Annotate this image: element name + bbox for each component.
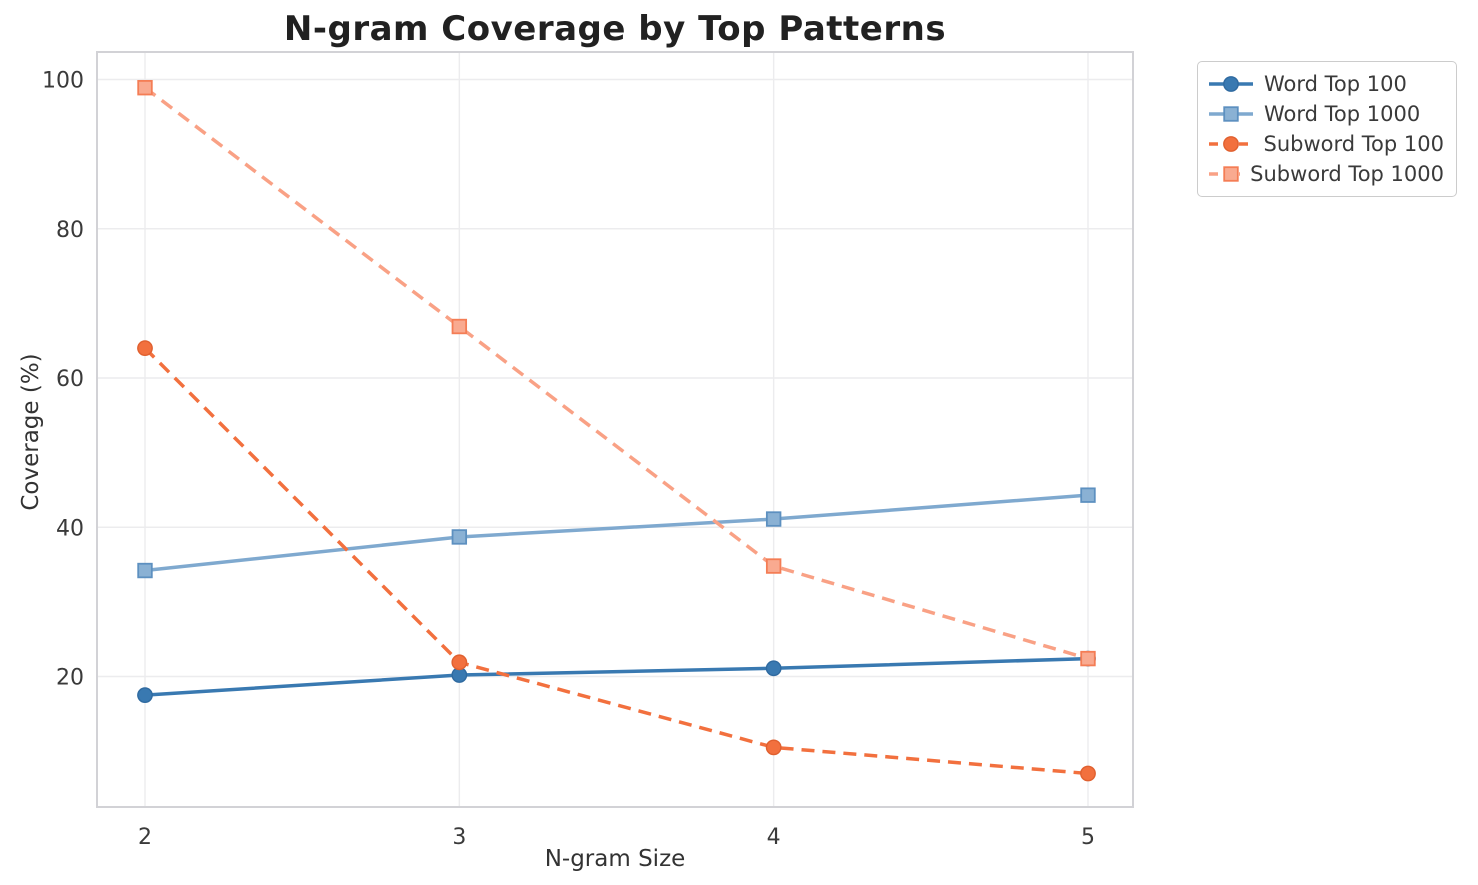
- legend-glyph-circle-icon: [1209, 76, 1253, 92]
- legend-glyph-circle-icon: [1209, 136, 1253, 152]
- legend-marker: [1223, 136, 1239, 152]
- y-tick-label: 100: [42, 69, 84, 94]
- series-line-subword-top-100: [143, 346, 1089, 776]
- x-tick-label: 2: [138, 825, 152, 850]
- legend-marker: [1223, 76, 1239, 92]
- series-marker-subword-top-100: [451, 654, 468, 671]
- x-tick-label: 5: [1081, 825, 1095, 850]
- legend-item-subword-top-1000: Subword Top 1000: [1208, 161, 1444, 187]
- x-axis-title: N-gram Size: [544, 846, 686, 872]
- series-marker-word-top-1000: [1080, 487, 1096, 503]
- series-marker-word-top-1000: [451, 529, 468, 545]
- series-marker-word-top-100: [137, 687, 153, 704]
- chart-title: N-gram Coverage by Top Patterns: [283, 9, 947, 49]
- legend-label: Subword Top 1000: [1250, 162, 1444, 186]
- series-marker-subword-top-100: [765, 739, 782, 756]
- y-tick-label: 40: [56, 516, 84, 541]
- y-tick-label: 60: [56, 367, 84, 392]
- series-line-word-top-1000: [144, 493, 1089, 573]
- series-marker-subword-top-100: [1080, 765, 1096, 782]
- series-marker-subword-top-1000: [765, 558, 782, 574]
- legend-marker: [1223, 106, 1239, 122]
- series-line-subword-top-1000: [143, 86, 1089, 661]
- series-marker-word-top-1000: [137, 562, 153, 579]
- series-marker-subword-top-1000: [137, 80, 153, 96]
- legend-label: Subword Top 100: [1263, 132, 1444, 156]
- series-marker-subword-top-100: [137, 340, 153, 357]
- legend-item-subword-top-100: Subword Top 100: [1208, 131, 1444, 157]
- x-tick-label: 3: [452, 825, 466, 850]
- legend-glyph-square-icon: [1209, 166, 1241, 182]
- series-marker-subword-top-1000: [451, 318, 468, 335]
- legend-label: Word Top 1000: [1264, 102, 1421, 126]
- legend-item-word-top-100: Word Top 100: [1208, 71, 1444, 97]
- legend-item-word-top-1000: Word Top 1000: [1208, 101, 1444, 127]
- plot-border: [96, 51, 1134, 808]
- series-marker-subword-top-1000: [1080, 650, 1096, 667]
- y-tick-label: 20: [56, 666, 84, 691]
- y-tick-label: 80: [56, 218, 84, 243]
- x-tick-label: 4: [767, 825, 781, 850]
- legend-marker: [1223, 166, 1239, 182]
- legend-glyph-square-icon: [1209, 106, 1253, 122]
- series-line-word-top-100: [144, 656, 1089, 697]
- legend: Word Top 100 Word Top 1000 Subword Top 100…: [1197, 61, 1457, 197]
- series-marker-word-top-100: [765, 660, 782, 677]
- series-marker-word-top-1000: [765, 511, 782, 527]
- legend-label: Word Top 100: [1264, 72, 1407, 96]
